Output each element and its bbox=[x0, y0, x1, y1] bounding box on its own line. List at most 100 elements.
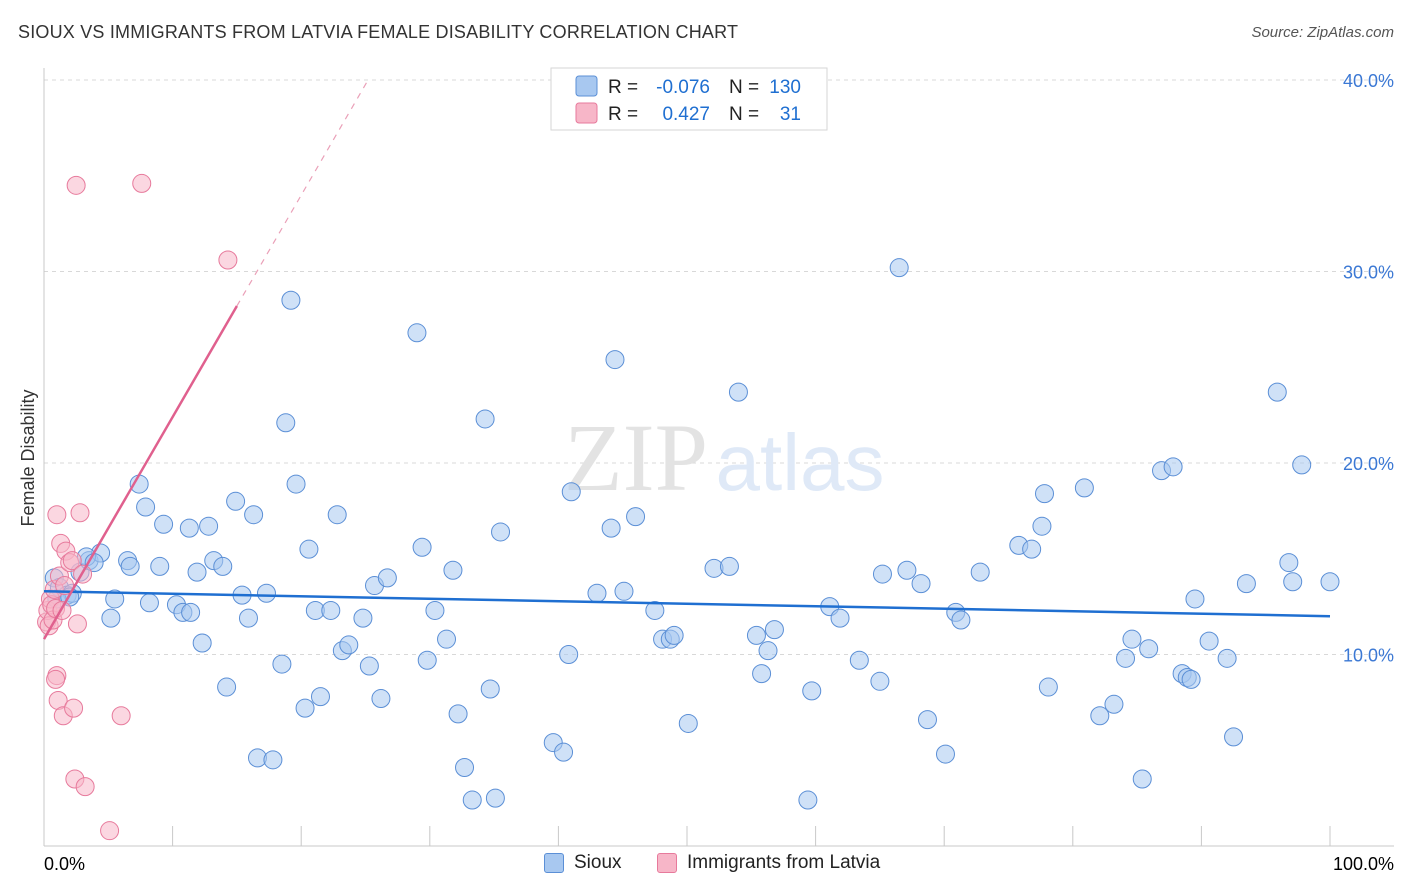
sioux-trend-line bbox=[43, 590, 1331, 618]
y-tick-label: 10.0% bbox=[1343, 646, 1394, 666]
sioux-point bbox=[327, 505, 347, 525]
sioux-point bbox=[1199, 631, 1219, 651]
sioux-point bbox=[1132, 769, 1152, 789]
sioux-point bbox=[802, 681, 822, 701]
sioux-point bbox=[1032, 516, 1052, 536]
sioux-point bbox=[339, 635, 359, 655]
sioux-point bbox=[970, 562, 990, 582]
sioux-point bbox=[1217, 648, 1237, 668]
sioux-point bbox=[917, 710, 937, 730]
legend-swatch-sioux bbox=[575, 75, 598, 97]
latvia-point bbox=[75, 777, 95, 797]
watermark-zip: ZIP bbox=[564, 404, 708, 511]
sioux-point bbox=[276, 413, 296, 433]
source-credit: Source: ZipAtlas.com bbox=[1251, 24, 1394, 41]
legend-n-value-latvia: 31 bbox=[780, 104, 801, 125]
bottom-legend-label-sioux: Sioux bbox=[574, 852, 622, 873]
sioux-point bbox=[359, 656, 379, 676]
latvia-trend-line bbox=[42, 305, 238, 640]
sioux-point bbox=[105, 589, 125, 609]
x-tick-label-min: 0.0% bbox=[44, 854, 85, 874]
series-sioux-points bbox=[44, 258, 1340, 810]
sioux-point bbox=[645, 600, 665, 620]
sioux-point bbox=[798, 790, 818, 810]
sioux-point bbox=[614, 581, 634, 601]
sioux-point bbox=[626, 507, 646, 527]
chart-title: SIOUX VS IMMIGRANTS FROM LATVIA FEMALE D… bbox=[18, 22, 739, 42]
legend-r-label-latvia: R = bbox=[608, 104, 638, 125]
sioux-point bbox=[485, 788, 505, 808]
sioux-point bbox=[1022, 539, 1042, 559]
sioux-point bbox=[475, 409, 495, 429]
y-tick-label: 30.0% bbox=[1343, 263, 1394, 283]
sioux-point bbox=[1090, 706, 1110, 726]
sioux-point bbox=[605, 350, 625, 370]
sioux-point bbox=[1283, 572, 1303, 592]
legend-r-value-sioux: -0.076 bbox=[656, 77, 710, 98]
sioux-point bbox=[310, 687, 330, 707]
legend-n-label-sioux: N = bbox=[729, 77, 759, 98]
sioux-point bbox=[120, 556, 140, 576]
sioux-point bbox=[872, 564, 892, 584]
sioux-point bbox=[455, 757, 475, 777]
latvia-point bbox=[100, 821, 120, 841]
y-tick-label: 20.0% bbox=[1343, 454, 1394, 474]
sioux-point bbox=[181, 602, 201, 622]
sioux-point bbox=[377, 568, 397, 588]
latvia-point bbox=[66, 175, 86, 195]
sioux-point bbox=[1074, 478, 1094, 498]
sioux-point bbox=[1122, 629, 1142, 649]
sioux-point bbox=[136, 497, 156, 517]
sioux-point bbox=[1279, 553, 1299, 573]
sioux-point bbox=[719, 556, 739, 576]
sioux-point bbox=[295, 698, 315, 718]
sioux-point bbox=[263, 750, 283, 770]
latvia-trend-extension bbox=[236, 79, 369, 307]
sioux-point bbox=[462, 790, 482, 810]
sioux-point bbox=[561, 482, 581, 502]
sioux-point bbox=[491, 522, 511, 542]
sioux-point bbox=[448, 704, 468, 724]
latvia-point bbox=[55, 576, 75, 596]
bottom-legend-label-latvia: Immigrants from Latvia bbox=[687, 852, 881, 873]
sioux-point bbox=[1038, 677, 1058, 697]
sioux-point bbox=[911, 574, 931, 594]
sioux-point bbox=[371, 689, 391, 709]
sioux-point bbox=[425, 600, 445, 620]
legend-r-label-sioux: R = bbox=[608, 77, 638, 98]
legend-n-value-sioux: 130 bbox=[769, 77, 801, 98]
sioux-point bbox=[1163, 457, 1183, 477]
sioux-point bbox=[480, 679, 500, 699]
sioux-point bbox=[238, 608, 258, 628]
latvia-point bbox=[111, 706, 131, 726]
latvia-point bbox=[218, 250, 238, 270]
legend-swatch-latvia bbox=[575, 102, 598, 124]
x-tick-label-max: 100.0% bbox=[1333, 854, 1394, 874]
sioux-point bbox=[101, 608, 121, 628]
sioux-point bbox=[1320, 572, 1340, 592]
sioux-point bbox=[1292, 455, 1312, 475]
y-axis-label: Female Disability bbox=[18, 389, 38, 526]
sioux-point bbox=[150, 556, 170, 576]
bottom-legend-sioux: Sioux bbox=[544, 852, 622, 874]
sioux-point bbox=[179, 518, 199, 538]
sioux-point bbox=[870, 671, 890, 691]
latvia-point bbox=[47, 505, 67, 525]
sioux-point bbox=[587, 583, 607, 603]
sioux-point bbox=[752, 664, 772, 684]
bottom-legend-swatch-sioux bbox=[544, 853, 564, 873]
sioux-point bbox=[1181, 669, 1201, 689]
correlation-legend: R = -0.076 N = 130 R = 0.427 N = 31 bbox=[550, 67, 828, 131]
latvia-point bbox=[70, 503, 90, 523]
sioux-point bbox=[1035, 484, 1055, 504]
sioux-point bbox=[412, 537, 432, 557]
sioux-point bbox=[664, 625, 684, 645]
bottom-legend-swatch-latvia bbox=[657, 853, 677, 873]
watermark-atlas: atlas bbox=[716, 418, 885, 507]
sioux-point bbox=[897, 560, 917, 580]
sioux-point bbox=[1224, 727, 1244, 747]
sioux-point bbox=[217, 677, 237, 697]
sioux-point bbox=[1104, 694, 1124, 714]
sioux-point bbox=[1185, 589, 1205, 609]
